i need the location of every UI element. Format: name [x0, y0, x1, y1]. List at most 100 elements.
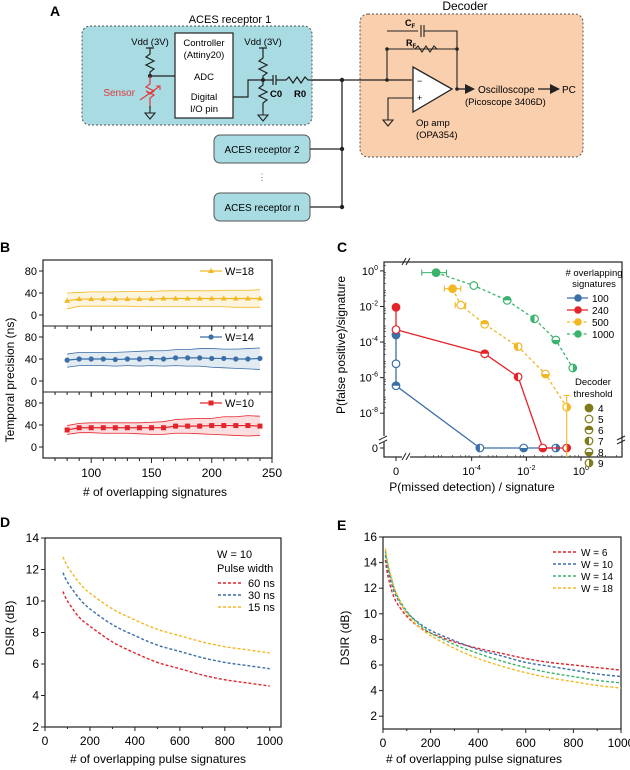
data-point	[196, 295, 203, 301]
y-tick-label: 4	[32, 689, 39, 703]
cf-label: CF	[405, 18, 416, 30]
threshold-legend-marker-fill	[589, 459, 593, 467]
y-tick-label: 0	[31, 310, 37, 322]
data-point	[197, 423, 203, 429]
threshold-legend-label: 9	[598, 459, 604, 470]
x-tick-label: 100	[573, 465, 589, 478]
data-point	[233, 423, 239, 429]
data-point	[64, 297, 71, 303]
legend-label: 15 ns	[248, 602, 275, 614]
y-tick-label: 10-6	[360, 372, 379, 385]
roc-point-500	[456, 300, 466, 310]
data-point	[256, 295, 263, 301]
data-point	[244, 295, 251, 301]
legend-label: 1000	[592, 330, 615, 341]
band-upper	[67, 347, 260, 355]
roc-point-240-fill	[538, 448, 547, 452]
legend-marker	[208, 400, 214, 406]
roc-point-100-fill	[519, 448, 528, 452]
roc-point-1000-fill	[503, 296, 512, 301]
legend-marker	[574, 318, 582, 326]
data-point	[209, 355, 215, 362]
y-tick-label: 100	[362, 265, 378, 278]
threshold-legend-marker-fill	[585, 426, 593, 430]
opamp-triangle-icon	[412, 65, 454, 114]
divider-resistor-top	[257, 47, 269, 80]
io-pin-label: I/O pin	[190, 104, 218, 115]
arrow-icon	[465, 84, 475, 94]
legend-marker	[208, 334, 214, 340]
panel-c-ylabel: P(false positive)/signature	[334, 276, 348, 414]
roc-line-1000	[435, 272, 574, 369]
data-point	[112, 296, 119, 302]
roc-point-500	[448, 284, 457, 294]
x-break-gap	[402, 454, 410, 460]
legend-label: 30 ns	[248, 590, 275, 602]
data-point	[148, 355, 155, 362]
rf-resistor	[387, 45, 438, 53]
y-tick-label: 12	[26, 563, 40, 577]
pullup-resistor-left	[144, 47, 156, 76]
panel-e-label: E	[337, 517, 346, 533]
data-point	[172, 295, 179, 301]
x-axis-break-icon	[401, 257, 411, 266]
y-tick-label: 80	[25, 266, 37, 278]
roc-point-1000	[469, 281, 479, 290]
legend-label: W = 18	[581, 584, 613, 595]
legend-label: W = 10	[581, 560, 613, 571]
x-tick-label: 400	[468, 736, 488, 750]
x-tick-label: 600	[170, 734, 190, 748]
c0-label: C0	[270, 89, 282, 100]
threshold-legend-marker-fill	[585, 452, 593, 456]
panel-d-xlabel: # of overlapping pulse signatures	[70, 752, 246, 766]
roc-line-240	[395, 307, 567, 449]
legend-marker	[208, 268, 214, 273]
legend-label: W = 6	[581, 548, 608, 559]
data-point	[245, 423, 251, 429]
panel-b: B Temporal precision (ns) # of overlappi…	[0, 239, 282, 499]
data-point	[208, 295, 215, 301]
data-point	[136, 425, 142, 431]
data-point	[172, 355, 179, 361]
roc-point-1000-fill	[552, 340, 560, 344]
series-line-W=6	[384, 559, 622, 671]
vdd-right-label: Vdd (3V)	[244, 37, 282, 48]
data-point	[100, 425, 106, 431]
receptorn-label: ACES receptor n	[224, 203, 299, 214]
roc-point-240	[391, 302, 401, 312]
legend-label: 60 ns	[248, 578, 275, 590]
roc-point-240-fill	[480, 349, 489, 354]
opamp-label: Op amp	[416, 118, 450, 129]
junction-dot	[339, 77, 345, 83]
threshold-legend-label: 4	[598, 404, 604, 415]
oscilloscope-model: (Picoscope 3406D)	[465, 97, 546, 108]
panel-d-ylabel: DSIR (dB)	[3, 601, 17, 656]
y-tick-label: 12	[364, 581, 378, 595]
panel-c-frame	[383, 261, 623, 458]
junction-dot	[455, 47, 459, 51]
threshold-legend-label: 5	[598, 415, 604, 426]
y-tick-label: 10	[364, 607, 378, 621]
panel-b-xlabel: # of overlapping signatures	[83, 485, 227, 499]
y-break-gap	[381, 436, 387, 442]
y-tick-label: 4	[370, 684, 377, 698]
ground-icon	[256, 111, 270, 122]
data-point	[209, 423, 215, 429]
panel-c-label: C	[337, 239, 347, 255]
data-point	[160, 295, 167, 301]
cf-capacitor	[387, 25, 458, 49]
y-tick-label: 40	[25, 288, 37, 300]
divider-resistor-bottom	[257, 80, 269, 111]
data-point	[221, 423, 227, 429]
data-point	[220, 295, 227, 301]
series-line-W=10	[384, 554, 622, 678]
adc-label: ADC	[194, 72, 214, 83]
panel-d-label: D	[0, 514, 10, 530]
data-point	[221, 355, 227, 362]
ellipsis: ⋮	[258, 172, 267, 182]
x-axis-break-icon	[401, 452, 411, 461]
y-tick-label: 6	[32, 657, 39, 671]
panel-b-label: B	[0, 239, 10, 255]
panel-d: D DSIR (dB) # of overlapping pulse signa…	[0, 514, 283, 766]
rf-label: RF	[406, 38, 417, 50]
